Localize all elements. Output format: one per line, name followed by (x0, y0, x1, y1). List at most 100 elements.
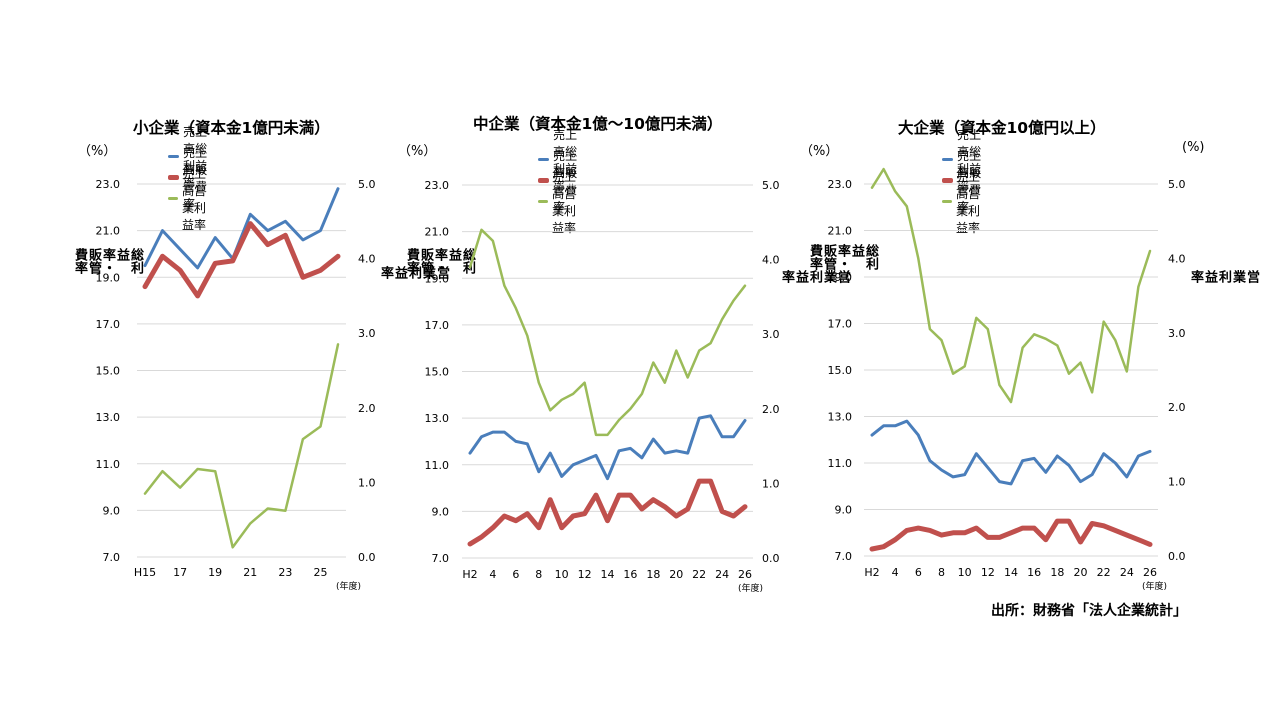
legend-swatch (168, 155, 180, 158)
series-line-gross (870, 419, 1152, 486)
legend-swatch (538, 158, 550, 161)
legend: 売上高総利益率 売上高販管費率 売上高営業利益率 (942, 128, 988, 235)
series-line-sga (467, 478, 748, 547)
left-tick-label: 11.0 (96, 458, 121, 471)
left-tick-label: 7.0 (103, 551, 121, 564)
legend-swatch (538, 178, 550, 183)
legend-swatch (942, 178, 954, 183)
legend-swatch (168, 197, 178, 200)
x-tick-label: 22 (1097, 566, 1111, 579)
right-tick-label: 2.0 (358, 402, 376, 415)
x-tick-label: 21 (243, 566, 257, 579)
legend-swatch (942, 200, 952, 203)
left-axis-unit: （%） (398, 144, 437, 159)
x-tick-label: 25 (313, 566, 327, 579)
x-tick-label: 18 (646, 568, 660, 581)
x-tick-label: 16 (623, 568, 637, 581)
x-tick-label: 8 (535, 568, 542, 581)
x-axis-unit: (年度) (1142, 580, 1167, 592)
right-tick-label: 4.0 (358, 253, 376, 266)
left-tick-label: 21.0 (828, 225, 853, 238)
right-axis-label: 営業利益率 (779, 270, 850, 283)
series-line-op (468, 228, 747, 437)
left-tick-label: 23.0 (425, 179, 450, 192)
right-tick-label: 0.0 (762, 552, 780, 565)
x-tick-label: 20 (1074, 566, 1088, 579)
x-tick-label: 6 (512, 568, 519, 581)
series-line-gross (468, 414, 747, 481)
right-tick-label: 1.0 (762, 477, 780, 490)
legend-item-gross: 売上高総利益率 (168, 125, 214, 190)
x-tick-label: H15 (134, 566, 156, 579)
left-tick-label: 19.0 (425, 272, 450, 285)
legend-item-op: 売上高営業利益率 (942, 170, 988, 235)
x-tick-label: 12 (578, 568, 592, 581)
legend-item-gross: 売上高総利益率 (942, 128, 988, 193)
right-tick-label: 1.0 (358, 476, 376, 489)
right-axis-label: 営業利益率 (378, 266, 449, 279)
x-tick-label: 26 (738, 568, 752, 581)
plot-area: 23.0 21.0 19.0 17.0 15.0 13.0 11.0 9.0 7.0 5.0 4.0… (425, 179, 780, 594)
left-tick-label: 15.0 (425, 366, 450, 379)
left-tick-label: 21.0 (96, 225, 121, 238)
source-note: 出所：財務省「法人企業統計」 (991, 603, 1187, 619)
right-tick-label: 3.0 (358, 327, 376, 340)
x-tick-label: 12 (981, 566, 995, 579)
x-tick-label: 10 (958, 566, 972, 579)
legend-item-sga: 売上高販管費率 (942, 149, 988, 214)
left-tick-label: 7.0 (835, 550, 853, 563)
legend-item-op: 売上高営業利益率 (168, 167, 214, 232)
x-tick-label: 16 (1027, 566, 1041, 579)
left-tick-label: 23.0 (828, 178, 853, 191)
x-tick-label: 8 (938, 566, 945, 579)
left-tick-label: 19.0 (96, 271, 121, 284)
x-tick-label: 18 (1050, 566, 1064, 579)
x-tick-label: 19 (208, 566, 222, 579)
left-tick-label: 11.0 (425, 459, 450, 472)
legend: 売上高総利益率 売上高販管費率 売上高営業利益率 (168, 125, 214, 232)
right-tick-label: 2.0 (762, 403, 780, 416)
x-axis-unit: (年度) (738, 582, 763, 594)
right-tick-label: 1.0 (1168, 476, 1186, 489)
legend-swatch (168, 175, 180, 180)
right-tick-label: 2.0 (1168, 401, 1186, 414)
x-tick-label: 17 (173, 566, 187, 579)
left-tick-label: 7.0 (432, 552, 450, 565)
left-tick-label: 13.0 (828, 411, 853, 424)
x-tick-label: 6 (915, 566, 922, 579)
left-tick-label: 19.0 (828, 271, 853, 284)
x-tick-label: 4 (489, 568, 496, 581)
series-line-sga (869, 518, 1153, 552)
right-tick-label: 5.0 (762, 179, 780, 192)
x-tick-label: 23 (278, 566, 292, 579)
chart-title: 小企業（資本金1億円未満） (133, 119, 330, 137)
right-axis-label: 営業利益率 (1188, 270, 1259, 283)
left-tick-label: 9.0 (835, 504, 853, 517)
right-tick-label: 5.0 (1168, 178, 1186, 191)
left-tick-label: 15.0 (828, 364, 853, 377)
left-axis-label: 総利益率・販管費率 (72, 248, 143, 274)
left-tick-label: 9.0 (432, 505, 450, 518)
x-tick-label: 10 (555, 568, 569, 581)
chart-title: 大企業（資本金10億円以上） (898, 119, 1106, 137)
left-axis-unit: （%） (800, 144, 839, 159)
legend: 売上高総利益率 売上高販管費率 売上高営業利益率 (538, 128, 584, 235)
legend-swatch (538, 200, 548, 203)
left-tick-label: 13.0 (425, 412, 450, 425)
x-tick-label: 24 (715, 568, 729, 581)
legend-item-sga: 売上高販管費率 (168, 146, 214, 211)
legend-item-op: 売上高営業利益率 (538, 170, 584, 235)
legend-swatch (942, 158, 954, 161)
x-tick-label: 22 (692, 568, 706, 581)
series-line-op (143, 343, 340, 549)
x-tick-label: H2 (864, 566, 879, 579)
plot-area: 23.0 21.0 19.0 17.0 15.0 13.0 11.0 9.0 7.0 5.0 4.0… (96, 178, 376, 592)
left-axis-label: 総利益率・販管費率 (404, 248, 475, 274)
left-axis-unit: （%） (78, 144, 117, 159)
x-tick-label: 20 (669, 568, 683, 581)
left-tick-label: 15.0 (96, 365, 121, 378)
left-tick-label: 9.0 (103, 504, 121, 517)
